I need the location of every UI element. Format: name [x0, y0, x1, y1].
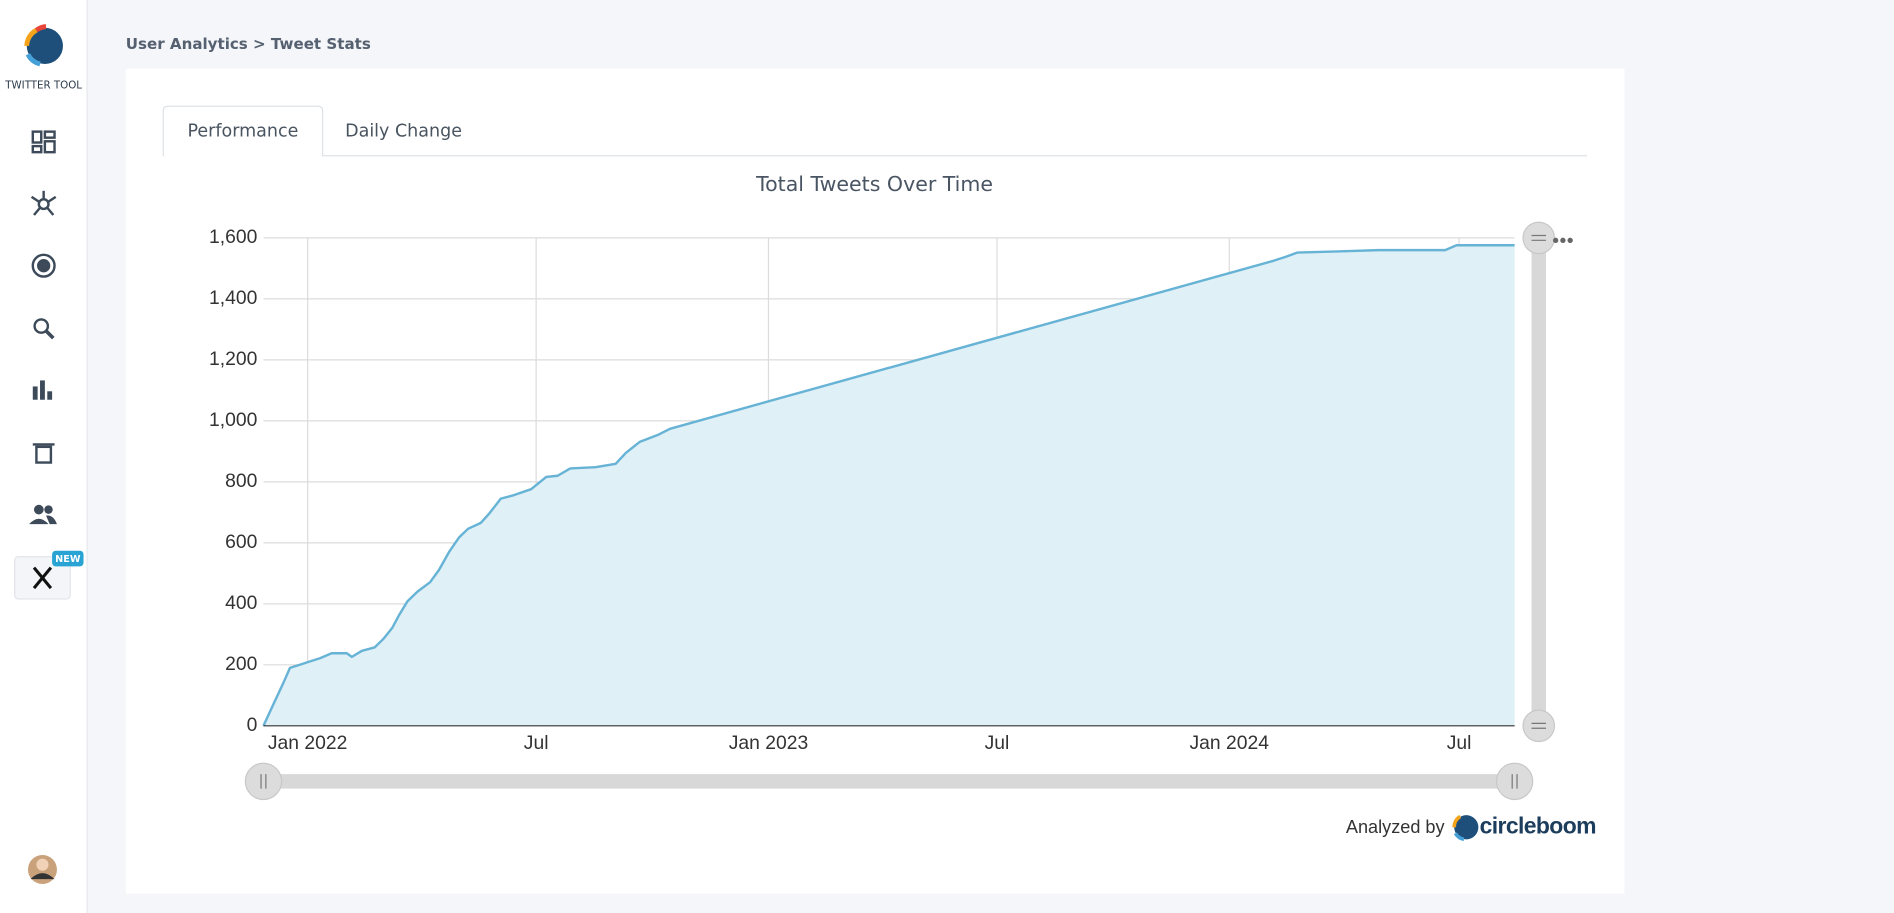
y-scrollbar[interactable] [1531, 237, 1547, 726]
y-handle-top[interactable] [1522, 221, 1556, 255]
nav-delete[interactable] [32, 443, 55, 464]
y-handle-bottom-grip [1531, 722, 1547, 729]
chart-title: Total Tweets Over Time [755, 172, 993, 196]
y-handle-bottom[interactable] [1522, 709, 1556, 743]
new-badge [52, 550, 84, 567]
y-tick-label: 1,600 [209, 227, 257, 248]
new-badge-text: NEW [55, 554, 81, 565]
y-tick-label: 1,200 [209, 349, 257, 370]
x-tick-label: Jul [524, 733, 549, 754]
tab-daily-change[interactable]: Daily Change [345, 122, 462, 142]
nav-search[interactable] [33, 318, 55, 340]
y-tick-label: 0 [247, 715, 258, 736]
x-tick-label: Jan 2023 [729, 733, 808, 754]
credit-text: Analyzed by [1346, 817, 1446, 837]
area-fill [263, 245, 1515, 726]
y-tick-label: 800 [225, 471, 257, 492]
breadcrumb: User Analytics > Tweet Stats [126, 35, 371, 53]
brand-logo [24, 24, 63, 67]
chart: 0 200 400 600 800 1,000 1,200 1,400 1,600 Jan 202… [209, 227, 1515, 754]
brand-name: TWITTER TOOL [4, 80, 82, 92]
nav-target[interactable] [31, 253, 56, 278]
x-logo [32, 566, 53, 590]
x-navigator[interactable] [263, 774, 1515, 789]
circleboom-logo [1452, 814, 1479, 842]
nav-dashboard[interactable] [31, 130, 56, 154]
circleboom-brand: circleboom [1480, 812, 1596, 838]
y-tick-label: 1,000 [209, 410, 257, 431]
nav-users[interactable] [29, 504, 57, 525]
nav-icons[interactable] [29, 130, 57, 525]
x-tick-label: Jan 2022 [268, 733, 347, 754]
x-handle-left[interactable] [244, 762, 283, 801]
y-handle-top-grip [1531, 234, 1547, 241]
sidebar [0, 0, 88, 913]
y-tick-label: 600 [225, 532, 257, 553]
x-tick-label: Jul [1447, 733, 1472, 754]
x-handle-left-grip [260, 774, 267, 789]
nav-network[interactable] [30, 190, 57, 216]
x-tick-label: Jan 2024 [1190, 733, 1270, 754]
y-tick-label: 400 [225, 593, 257, 614]
y-tick-label: 200 [225, 654, 257, 675]
y-tick-label: 1,400 [209, 288, 257, 309]
x-handle-right[interactable] [1495, 762, 1534, 801]
tab-performance[interactable]: Performance [187, 122, 298, 142]
x-tick-label: Jul [985, 733, 1010, 754]
chart-menu[interactable] [1553, 237, 1573, 243]
tab-active[interactable] [162, 105, 324, 156]
x-handle-right-grip [1511, 774, 1518, 789]
nav-stats[interactable] [32, 380, 53, 400]
avatar[interactable] [27, 855, 57, 885]
area-line [262, 244, 1515, 727]
